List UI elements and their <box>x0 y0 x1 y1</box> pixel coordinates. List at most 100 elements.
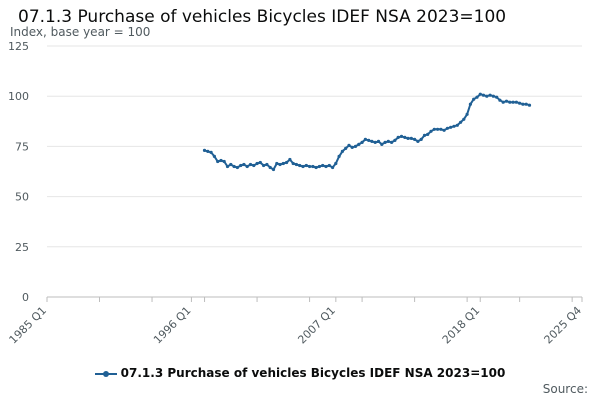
data-point[interactable] <box>353 144 358 148</box>
data-point[interactable] <box>390 140 394 144</box>
data-point[interactable] <box>334 161 338 166</box>
data-point[interactable] <box>291 161 295 166</box>
data-point[interactable] <box>416 139 420 143</box>
data-point[interactable] <box>406 136 410 140</box>
data-point[interactable] <box>508 100 512 104</box>
data-point[interactable] <box>285 160 289 165</box>
data-point[interactable] <box>304 163 308 168</box>
data-point[interactable] <box>216 159 220 164</box>
data-point[interactable] <box>403 135 407 139</box>
data-point[interactable] <box>298 163 302 168</box>
data-point[interactable] <box>429 129 433 133</box>
data-point[interactable] <box>202 148 207 152</box>
data-point[interactable] <box>363 137 367 141</box>
data-point[interactable] <box>229 162 233 167</box>
data-point[interactable] <box>376 139 381 143</box>
data-point[interactable] <box>206 149 210 153</box>
data-point[interactable] <box>472 97 476 101</box>
data-point[interactable] <box>294 162 298 167</box>
data-point[interactable] <box>432 127 436 131</box>
data-point[interactable] <box>491 94 495 98</box>
data-point[interactable] <box>288 157 292 162</box>
data-point[interactable] <box>232 164 236 169</box>
data-point[interactable] <box>399 134 404 138</box>
data-point[interactable] <box>262 163 266 168</box>
data-point[interactable] <box>498 98 502 102</box>
data-point[interactable] <box>386 139 390 143</box>
data-point[interactable] <box>468 102 472 106</box>
data-point[interactable] <box>340 149 344 153</box>
data-point[interactable] <box>478 92 482 96</box>
data-point[interactable] <box>317 164 321 169</box>
data-point[interactable] <box>419 137 423 141</box>
data-point[interactable] <box>426 132 430 136</box>
data-point[interactable] <box>459 120 463 124</box>
data-point[interactable] <box>344 146 348 150</box>
data-point[interactable] <box>360 140 364 144</box>
data-point[interactable] <box>393 138 397 142</box>
data-point[interactable] <box>308 164 312 169</box>
data-point[interactable] <box>455 123 459 127</box>
data-point[interactable] <box>465 112 469 116</box>
data-point[interactable] <box>413 137 417 141</box>
data-point[interactable] <box>442 128 446 132</box>
data-point[interactable] <box>239 163 243 168</box>
data-point[interactable] <box>396 135 400 139</box>
data-point[interactable] <box>301 164 305 169</box>
data-point[interactable] <box>481 93 486 97</box>
data-point[interactable] <box>422 133 427 137</box>
data-point[interactable] <box>524 102 528 106</box>
data-point[interactable] <box>518 101 522 105</box>
data-point[interactable] <box>488 93 492 97</box>
data-point[interactable] <box>347 143 351 147</box>
data-point[interactable] <box>511 100 515 104</box>
data-point[interactable] <box>370 139 374 143</box>
data-point[interactable] <box>212 154 216 158</box>
data-point[interactable] <box>439 127 443 131</box>
data-point[interactable] <box>281 161 285 166</box>
data-point[interactable] <box>462 117 466 121</box>
data-point[interactable] <box>485 94 489 98</box>
data-point[interactable] <box>501 100 505 104</box>
data-point[interactable] <box>321 163 325 168</box>
data-point[interactable] <box>337 154 341 158</box>
data-point[interactable] <box>311 164 315 169</box>
data-point[interactable] <box>327 163 331 168</box>
data-point[interactable] <box>245 164 249 169</box>
data-point[interactable] <box>252 163 256 168</box>
data-point[interactable] <box>268 165 272 170</box>
data-point[interactable] <box>255 161 259 166</box>
data-point[interactable] <box>209 150 213 154</box>
data-point[interactable] <box>265 162 269 167</box>
data-point[interactable] <box>278 162 282 167</box>
data-point[interactable] <box>225 164 230 169</box>
data-point[interactable] <box>314 165 318 170</box>
data-point[interactable] <box>409 136 413 140</box>
data-point[interactable] <box>331 165 335 170</box>
data-point[interactable] <box>383 140 387 144</box>
data-point[interactable] <box>373 140 377 144</box>
data-point[interactable] <box>445 126 449 130</box>
legend[interactable]: 07.1.3 Purchase of vehicles Bicycles IDE… <box>0 366 600 380</box>
data-point[interactable] <box>222 159 226 164</box>
data-point[interactable] <box>452 124 456 128</box>
data-point[interactable] <box>380 142 384 146</box>
data-point[interactable] <box>258 160 262 165</box>
data-point[interactable] <box>527 103 532 107</box>
data-point[interactable] <box>521 102 525 106</box>
data-point[interactable] <box>350 145 354 149</box>
data-point[interactable] <box>248 162 253 167</box>
data-point[interactable] <box>357 142 361 146</box>
data-point[interactable] <box>367 138 371 142</box>
data-point[interactable] <box>514 100 519 104</box>
data-point[interactable] <box>324 164 328 169</box>
data-point[interactable] <box>475 95 479 99</box>
data-point[interactable] <box>449 125 453 129</box>
data-point[interactable] <box>235 165 239 170</box>
data-point[interactable] <box>219 158 223 163</box>
data-point[interactable] <box>271 167 276 172</box>
data-point[interactable] <box>436 127 440 131</box>
data-point[interactable] <box>242 162 246 167</box>
data-point[interactable] <box>504 99 509 103</box>
data-point[interactable] <box>275 161 279 166</box>
